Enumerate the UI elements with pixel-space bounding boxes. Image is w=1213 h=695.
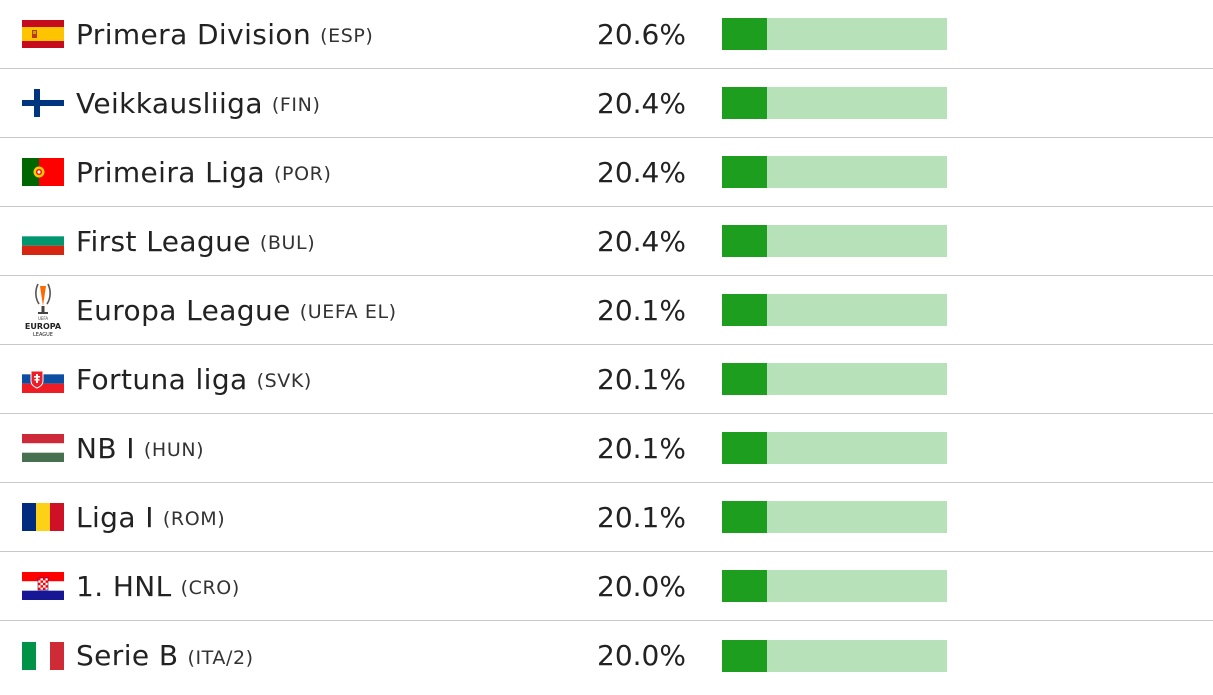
league-label: Europa League bbox=[76, 293, 291, 327]
country-code: (UEFA EL) bbox=[299, 301, 397, 323]
bulgaria-flag-icon bbox=[22, 227, 64, 255]
progress-bar bbox=[722, 18, 947, 50]
progress-bar bbox=[722, 225, 947, 257]
progress-bar bbox=[722, 294, 947, 326]
portugal-flag-icon bbox=[22, 158, 64, 186]
list-item[interactable]: Serie B (ITA/2) 20.0% bbox=[0, 621, 1213, 690]
percentage-value: 20.6% bbox=[597, 17, 686, 51]
progress-bar bbox=[722, 156, 947, 188]
progress-bar bbox=[722, 363, 947, 395]
country-code: (CRO) bbox=[180, 577, 240, 599]
progress-bar-fill bbox=[722, 570, 767, 602]
league-label: Veikkausliiga bbox=[76, 86, 263, 120]
list-item[interactable]: 1. HNL (CRO) 20.0% bbox=[0, 552, 1213, 621]
league-name: NB I (HUN) bbox=[76, 414, 204, 482]
progress-bar bbox=[722, 432, 947, 464]
league-label: Fortuna liga bbox=[76, 362, 248, 396]
progress-bar-fill bbox=[722, 18, 767, 50]
country-code: (ESP) bbox=[320, 25, 374, 47]
percentage-value: 20.4% bbox=[597, 155, 686, 189]
percentage-value: 20.1% bbox=[597, 293, 686, 327]
percentage-value: 20.0% bbox=[597, 639, 686, 672]
svg-text:UEFA: UEFA bbox=[38, 316, 48, 321]
list-item[interactable]: NB I (HUN) 20.1% bbox=[0, 414, 1213, 483]
league-name: Liga I (ROM) bbox=[76, 483, 225, 551]
country-code: (SVK) bbox=[256, 370, 312, 392]
league-label: Primera Division bbox=[76, 17, 312, 51]
percentage-value: 20.1% bbox=[597, 362, 686, 396]
percentage-value: 20.0% bbox=[597, 569, 686, 603]
league-name: Serie B (ITA/2) bbox=[76, 621, 254, 690]
league-label: NB I bbox=[76, 431, 135, 465]
progress-bar-fill bbox=[722, 501, 767, 533]
league-name: 1. HNL (CRO) bbox=[76, 552, 240, 620]
league-label: Serie B bbox=[76, 639, 179, 672]
croatia-flag-icon bbox=[22, 572, 64, 600]
league-name: Primera Division (ESP) bbox=[76, 0, 373, 68]
percentage-value: 20.4% bbox=[597, 224, 686, 258]
country-code: (BUL) bbox=[259, 232, 316, 254]
list-item[interactable]: Primera Division (ESP) 20.6% bbox=[0, 0, 1213, 69]
hungary-flag-icon bbox=[22, 434, 64, 462]
europa-league-logo-icon: UEFA EUROPA LEAGUE bbox=[22, 280, 64, 340]
percentage-value: 20.1% bbox=[597, 500, 686, 534]
league-name: First League (BUL) bbox=[76, 207, 315, 275]
league-name: Fortuna liga (SVK) bbox=[76, 345, 312, 413]
italy-flag-icon bbox=[22, 641, 64, 670]
league-name: Primeira Liga (POR) bbox=[76, 138, 332, 206]
list-item[interactable]: Primeira Liga (POR) 20.4% bbox=[0, 138, 1213, 207]
league-label: Primeira Liga bbox=[76, 155, 266, 189]
progress-bar bbox=[722, 639, 947, 672]
country-code: (FIN) bbox=[271, 94, 321, 116]
list-item[interactable]: Fortuna liga (SVK) 20.1% bbox=[0, 345, 1213, 414]
svg-text:LEAGUE: LEAGUE bbox=[33, 332, 53, 338]
league-label: 1. HNL bbox=[76, 569, 172, 603]
progress-bar-fill bbox=[722, 225, 767, 257]
progress-bar bbox=[722, 501, 947, 533]
progress-bar-fill bbox=[722, 156, 767, 188]
svg-text:EUROPA: EUROPA bbox=[25, 322, 62, 331]
progress-bar-fill bbox=[722, 363, 767, 395]
country-code: (ITA/2) bbox=[187, 646, 254, 669]
list-item[interactable]: UEFA EUROPA LEAGUE Europa League (UEFA E… bbox=[0, 276, 1213, 345]
league-label: Liga I bbox=[76, 500, 154, 534]
progress-bar-fill bbox=[722, 294, 767, 326]
list-item[interactable]: First League (BUL) 20.4% bbox=[0, 207, 1213, 276]
country-code: (HUN) bbox=[143, 439, 205, 461]
list-item[interactable]: Liga I (ROM) 20.1% bbox=[0, 483, 1213, 552]
spain-flag-icon bbox=[22, 20, 64, 48]
finland-flag-icon bbox=[22, 89, 64, 117]
slovakia-flag-icon bbox=[22, 365, 64, 393]
romania-flag-icon bbox=[22, 503, 64, 531]
country-code: (POR) bbox=[274, 163, 332, 185]
progress-bar-fill bbox=[722, 432, 767, 464]
percentage-value: 20.1% bbox=[597, 431, 686, 465]
country-code: (ROM) bbox=[162, 508, 226, 530]
list-item[interactable]: Veikkausliiga (FIN) 20.4% bbox=[0, 69, 1213, 138]
percentage-value: 20.4% bbox=[597, 86, 686, 120]
progress-bar-fill bbox=[722, 87, 767, 119]
progress-bar-fill bbox=[722, 639, 767, 672]
progress-bar bbox=[722, 87, 947, 119]
league-label: First League bbox=[76, 224, 251, 258]
progress-bar bbox=[722, 570, 947, 602]
league-name: Veikkausliiga (FIN) bbox=[76, 69, 320, 137]
league-name: Europa League (UEFA EL) bbox=[76, 276, 397, 344]
